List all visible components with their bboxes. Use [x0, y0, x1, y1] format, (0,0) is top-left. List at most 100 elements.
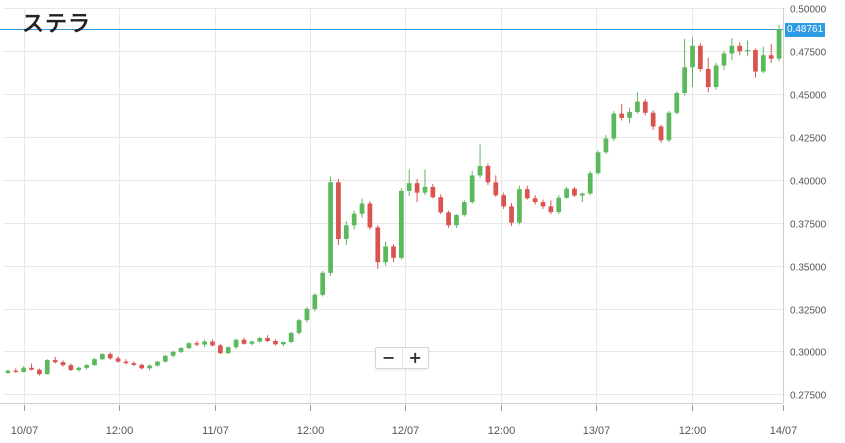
candle-body	[343, 225, 349, 239]
y-tick-label: 0.27500	[790, 391, 827, 402]
y-tick-label: 0.30000	[790, 348, 827, 359]
candle-body	[422, 186, 428, 193]
candle-body	[517, 189, 522, 223]
candle-body	[477, 166, 483, 176]
y-tick-label: 0.47500	[790, 48, 827, 59]
candle-body	[745, 50, 750, 52]
candle-body	[304, 308, 310, 321]
candle-body	[469, 175, 475, 203]
candle-body	[155, 361, 160, 366]
candle-body	[375, 227, 381, 263]
candle-body	[60, 362, 66, 366]
candle-body	[391, 246, 396, 258]
candle-body	[414, 183, 420, 193]
candle-body	[225, 347, 231, 354]
candle-body	[603, 138, 609, 153]
candle-body	[619, 113, 625, 118]
candle-body	[115, 358, 121, 362]
zoom-in-button[interactable]: +	[401, 348, 429, 368]
candle-body	[84, 365, 89, 368]
y-tick-label: 0.32500	[790, 306, 827, 317]
candle-body	[650, 112, 656, 127]
candle-body	[627, 111, 632, 118]
chart-title: ステラ	[22, 12, 92, 37]
candle-body	[68, 365, 74, 371]
x-tick-label: 12/07	[392, 425, 420, 437]
candle-body	[21, 367, 27, 372]
y-tick-label: 0.50000	[790, 5, 827, 16]
candle-body	[170, 351, 176, 356]
candle-body	[162, 355, 168, 362]
x-tick-label: 12:00	[106, 425, 134, 437]
candle-body	[509, 206, 514, 223]
candle-body	[99, 354, 105, 360]
candle-body	[493, 182, 499, 196]
candle-body	[178, 348, 184, 352]
candle-body	[524, 189, 530, 199]
y-tick-label: 0.40000	[790, 177, 827, 188]
candle-body	[29, 367, 34, 370]
candle-body	[351, 213, 357, 226]
candle-body	[713, 65, 719, 87]
candle-body	[131, 363, 137, 365]
candle-body	[186, 343, 192, 349]
x-tick-label: 14/07	[770, 425, 798, 437]
candle-body	[249, 341, 255, 344]
candle-body	[241, 339, 247, 344]
candle-body	[107, 354, 113, 359]
candle-body	[312, 294, 318, 309]
candle-body	[698, 45, 703, 69]
y-tick-label: 0.37500	[790, 220, 827, 231]
candle-body	[123, 361, 129, 364]
x-tick-label: 10/07	[11, 425, 39, 437]
candle-body	[257, 338, 263, 342]
candle-body	[296, 320, 302, 333]
candle-body	[92, 359, 97, 366]
zoom-out-button[interactable]: −	[382, 348, 396, 367]
candle-body	[658, 126, 664, 141]
candle-body	[210, 341, 215, 346]
candle-body	[430, 186, 436, 198]
candle-body	[273, 341, 278, 345]
candle-body	[674, 93, 680, 113]
candle-body	[328, 182, 333, 273]
x-tick-label: 12:00	[297, 425, 325, 437]
candle-body	[564, 188, 569, 198]
candle-body	[501, 195, 507, 207]
candle-body	[579, 193, 585, 196]
candle-body	[44, 360, 50, 375]
candle-body	[768, 55, 774, 59]
candle-body	[721, 53, 727, 66]
candle-body	[265, 338, 270, 342]
candle-body	[194, 343, 200, 345]
candle-body	[635, 101, 640, 112]
candle-body	[532, 198, 538, 203]
candle-body	[438, 197, 444, 213]
x-tick-label: 11/07	[202, 425, 229, 437]
candle-body	[461, 202, 467, 215]
candle-body	[690, 45, 695, 68]
candle-body	[383, 246, 388, 263]
candle-body	[233, 339, 239, 348]
candle-body	[611, 113, 617, 139]
candle-body	[76, 367, 82, 371]
y-tick-label: 0.42500	[790, 134, 827, 145]
candle-body	[485, 166, 491, 183]
last-price-label: 0.48761	[785, 22, 826, 37]
candle-body	[705, 68, 711, 87]
candle-body	[37, 369, 42, 375]
candle-body	[753, 50, 758, 72]
candle-body	[760, 55, 766, 72]
y-tick-label: 0.45000	[790, 91, 827, 102]
candle-body	[218, 345, 223, 354]
candle-body	[737, 45, 743, 52]
zoom-controls: − +	[375, 347, 429, 369]
candle-body	[13, 370, 19, 372]
candle-body	[454, 214, 459, 226]
candle-body	[147, 365, 152, 369]
candle-body	[359, 203, 365, 214]
candle-body	[642, 101, 648, 113]
candle-body	[540, 202, 546, 207]
